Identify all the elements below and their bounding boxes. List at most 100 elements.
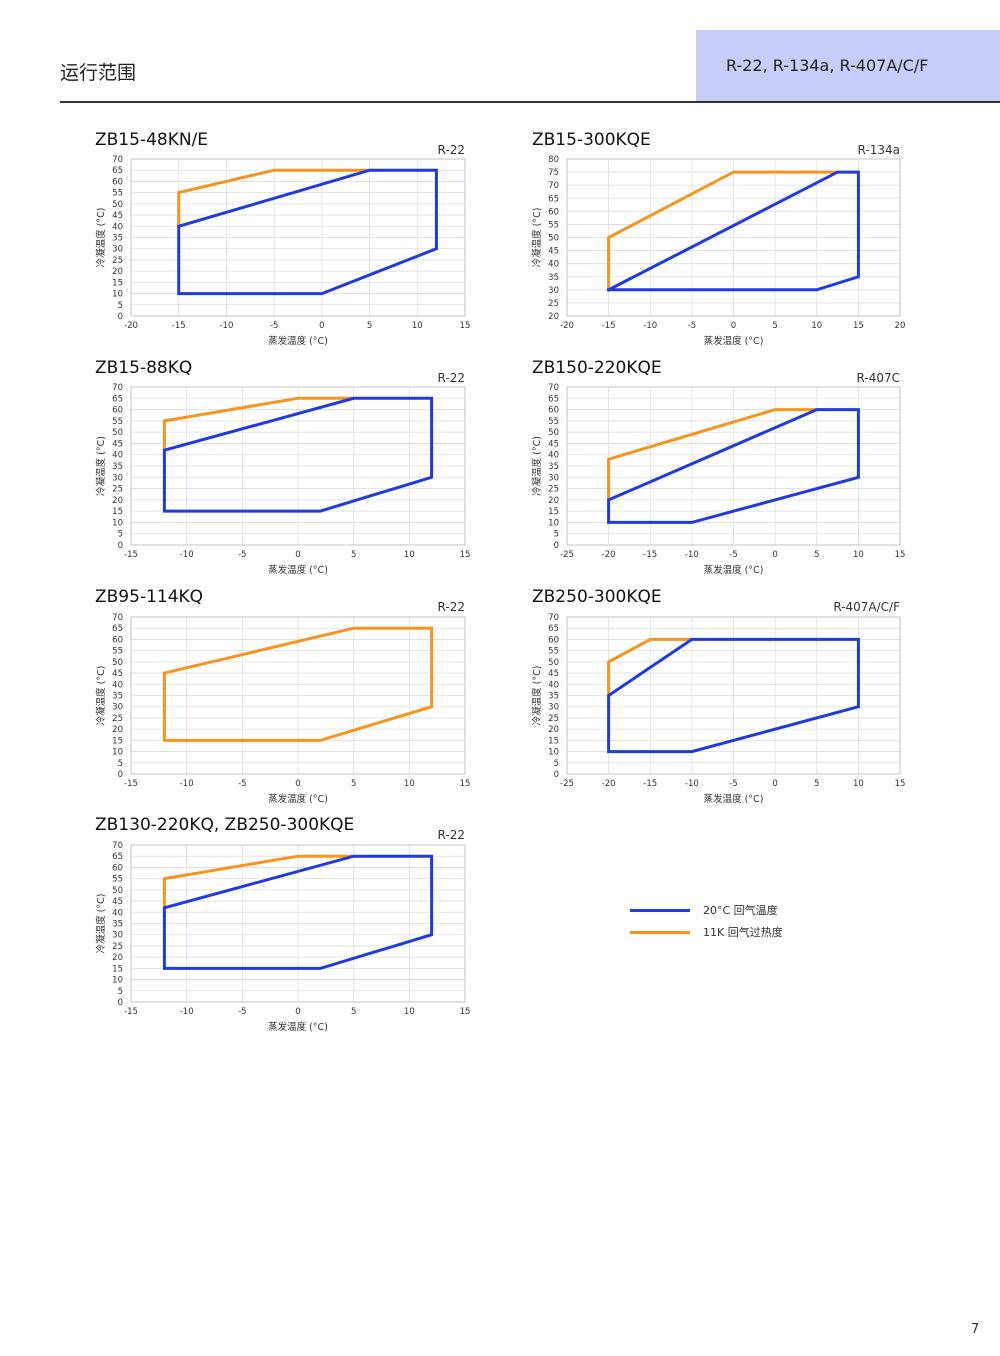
y-tick-label: 5 bbox=[118, 987, 123, 997]
x-tick-label: -20 bbox=[602, 550, 616, 560]
y-tick-label: 40 bbox=[112, 222, 123, 232]
y-tick-label: 45 bbox=[112, 669, 123, 679]
x-tick-label: 15 bbox=[895, 550, 906, 560]
legend-label: 20°C 回气温度 bbox=[703, 904, 778, 917]
x-tick-label: -15 bbox=[643, 550, 657, 560]
y-tick-label: 35 bbox=[548, 273, 559, 283]
chart-refrigerant-label: R-407A/C/F bbox=[833, 600, 900, 614]
x-tick-label: 0 bbox=[295, 1007, 300, 1017]
y-tick-label: 25 bbox=[548, 485, 559, 495]
y-tick-label: 40 bbox=[112, 680, 123, 690]
y-tick-label: 0 bbox=[118, 770, 123, 780]
y-axis-label: 冷凝温度 (°C) bbox=[95, 666, 107, 726]
y-tick-label: 40 bbox=[112, 451, 123, 461]
series-line-orange bbox=[162, 626, 434, 742]
series-line-orange bbox=[162, 854, 356, 910]
y-tick-label: 60 bbox=[112, 863, 123, 873]
series-line-blue bbox=[606, 170, 860, 292]
y-tick-label: 15 bbox=[112, 964, 123, 974]
y-tick-label: 45 bbox=[112, 439, 123, 449]
y-tick-label: 55 bbox=[112, 189, 123, 199]
y-tick-label: 80 bbox=[548, 155, 559, 165]
x-tick-label: -15 bbox=[124, 1007, 138, 1017]
chart-refrigerant-label: R-22 bbox=[437, 828, 465, 842]
chart-title: ZB150-220KQE bbox=[532, 358, 662, 378]
x-tick-label: 15 bbox=[853, 321, 864, 331]
y-tick-label: 60 bbox=[112, 406, 123, 416]
x-tick-label: 15 bbox=[460, 321, 471, 331]
x-axis-label: 蒸发温度 (°C) bbox=[704, 793, 764, 805]
y-tick-label: 10 bbox=[112, 290, 123, 300]
series-line-orange bbox=[607, 408, 819, 502]
x-tick-label: 10 bbox=[412, 321, 423, 331]
series-line-orange bbox=[607, 170, 840, 292]
x-tick-label: 5 bbox=[367, 321, 372, 331]
y-tick-label: 60 bbox=[548, 207, 559, 217]
y-tick-label: 15 bbox=[112, 278, 123, 288]
y-tick-label: 35 bbox=[548, 692, 559, 702]
y-tick-label: 35 bbox=[112, 692, 123, 702]
x-tick-label: -5 bbox=[238, 550, 246, 560]
y-tick-label: 45 bbox=[548, 669, 559, 679]
x-tick-label: -15 bbox=[172, 321, 186, 331]
y-tick-label: 70 bbox=[548, 181, 559, 191]
y-tick-label: 30 bbox=[548, 473, 559, 483]
y-tick-label: 40 bbox=[112, 908, 123, 918]
y-tick-label: 20 bbox=[112, 725, 123, 735]
y-tick-label: 50 bbox=[548, 658, 559, 668]
y-tick-label: 30 bbox=[112, 703, 123, 713]
x-tick-label: -15 bbox=[602, 321, 616, 331]
x-tick-label: 10 bbox=[853, 779, 864, 789]
x-tick-label: -5 bbox=[729, 550, 737, 560]
y-tick-label: 65 bbox=[548, 624, 559, 634]
y-tick-label: 45 bbox=[112, 211, 123, 221]
y-tick-label: 35 bbox=[548, 462, 559, 472]
y-tick-label: 5 bbox=[118, 759, 123, 769]
y-tick-label: 50 bbox=[112, 886, 123, 896]
plot-frame bbox=[130, 386, 466, 546]
header-divider bbox=[60, 101, 1000, 103]
y-tick-label: 45 bbox=[548, 439, 559, 449]
x-tick-label: -15 bbox=[643, 779, 657, 789]
y-tick-label: 50 bbox=[112, 428, 123, 438]
y-axis-label: 冷凝温度 (°C) bbox=[95, 208, 107, 268]
y-tick-label: 5 bbox=[554, 759, 559, 769]
plot-frame bbox=[566, 158, 901, 317]
chart-title: ZB15-88KQ bbox=[95, 358, 193, 378]
x-tick-label: 0 bbox=[295, 779, 300, 789]
y-tick-label: 60 bbox=[548, 406, 559, 416]
chart-title: ZB250-300KQE bbox=[532, 587, 662, 607]
y-tick-label: 0 bbox=[554, 770, 559, 780]
x-tick-label: -5 bbox=[238, 779, 246, 789]
chart-zb130-220kq: ZB130-220KQ, ZB250-300KQE R-22 0 5 10 15 20 25 3… bbox=[95, 815, 477, 1038]
plot-frame bbox=[130, 844, 466, 1003]
plot-frame bbox=[130, 616, 466, 775]
y-tick-label: 70 bbox=[112, 613, 123, 623]
chart-refrigerant-label: R-134a bbox=[857, 143, 900, 157]
series-line-blue bbox=[177, 168, 438, 296]
y-tick-label: 0 bbox=[118, 541, 123, 551]
x-axis-label: 蒸发温度 (°C) bbox=[704, 335, 764, 347]
y-tick-label: 30 bbox=[112, 245, 123, 255]
x-tick-label: -5 bbox=[270, 321, 278, 331]
x-tick-label: 10 bbox=[404, 550, 415, 560]
chart-refrigerant-label: R-22 bbox=[437, 600, 465, 614]
y-tick-label: 25 bbox=[112, 714, 123, 724]
y-tick-label: 25 bbox=[112, 942, 123, 952]
x-tick-label: 5 bbox=[814, 779, 819, 789]
y-tick-label: 35 bbox=[112, 234, 123, 244]
refrigerant-banner-text: R-22, R-134a, R-407A/C/F bbox=[726, 56, 929, 75]
plot-frame bbox=[566, 616, 901, 775]
y-tick-label: 40 bbox=[548, 680, 559, 690]
x-tick-label: 15 bbox=[460, 1007, 471, 1017]
y-tick-label: 20 bbox=[548, 496, 559, 506]
y-tick-label: 30 bbox=[548, 286, 559, 296]
y-tick-label: 10 bbox=[112, 748, 123, 758]
x-tick-label: -25 bbox=[560, 779, 574, 789]
legend-label: 11K 回气过热度 bbox=[703, 926, 783, 939]
x-tick-label: -15 bbox=[124, 779, 138, 789]
chart-title: ZB130-220KQ, ZB250-300KQE bbox=[95, 815, 355, 835]
